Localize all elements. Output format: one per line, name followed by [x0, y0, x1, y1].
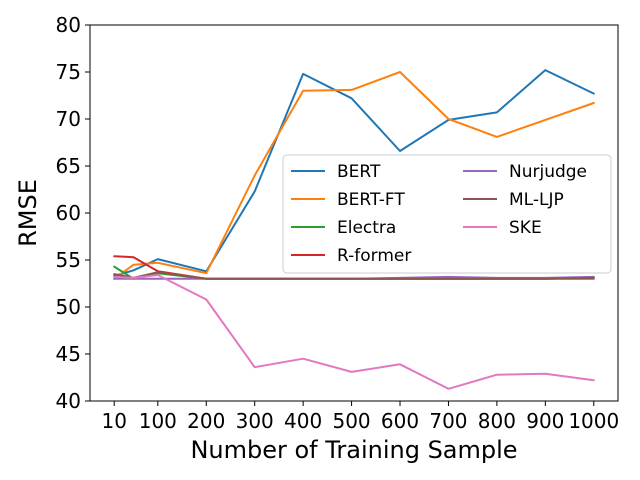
y-tick-label: 75 [56, 60, 81, 84]
legend-label-nurjudge: Nurjudge [509, 162, 587, 182]
legend-label-r-former: R-former [337, 246, 411, 266]
y-tick-label: 65 [56, 154, 81, 178]
x-tick-label: 300 [236, 409, 274, 433]
y-tick-label: 45 [56, 342, 81, 366]
legend-box [282, 154, 612, 274]
x-tick-label: 900 [526, 409, 564, 433]
x-tick-label: 700 [429, 409, 467, 433]
y-tick-label: 80 [56, 13, 81, 37]
y-tick-label: 40 [56, 389, 81, 413]
plot-area [113, 69, 595, 390]
x-tick-label: 500 [332, 409, 370, 433]
legend-label-ske: SKE [509, 218, 542, 238]
x-axis-title: Number of Training Sample [190, 436, 517, 464]
legend-label-bert: BERT [337, 162, 381, 182]
x-tick-label: 200 [187, 409, 225, 433]
y-tick-label: 60 [56, 201, 81, 225]
y-axis-title: RMSE [14, 179, 42, 247]
legend-label-electra: Electra [337, 218, 396, 238]
y-tick-label: 70 [56, 107, 81, 131]
series-line-bert [113, 69, 595, 277]
x-tick-label: 800 [478, 409, 516, 433]
legend: BERT BERT-FT Electra R-former Nurjudge ML-LJP… [282, 154, 612, 274]
series-line-ml-ljp [113, 271, 595, 280]
legend-label-bert-ft: BERT-FT [337, 190, 405, 210]
x-tick-label: 1000 [568, 409, 619, 433]
ticks: 40 45 50 55 60 65 70 75 80 10 100 200 300 400 500 600 70… [56, 13, 620, 433]
x-tick-label: 400 [284, 409, 322, 433]
series-line-bert-ft [113, 71, 595, 280]
legend-label-ml-ljp: ML-LJP [509, 190, 564, 210]
x-tick-label: 10 [101, 409, 126, 433]
y-tick-label: 50 [56, 295, 81, 319]
x-tick-label: 100 [139, 409, 177, 433]
y-tick-label: 55 [56, 248, 81, 272]
x-tick-label: 600 [381, 409, 419, 433]
series-line-ske [113, 274, 595, 390]
